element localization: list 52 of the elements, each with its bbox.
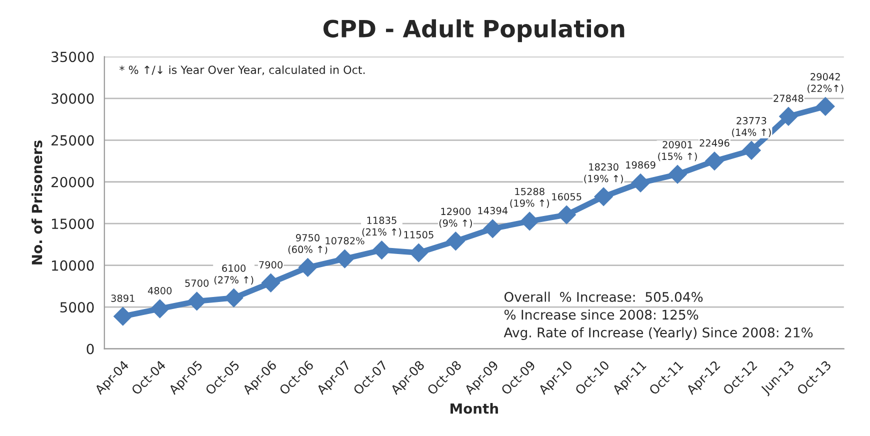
x-axis-title: Month bbox=[450, 403, 498, 414]
point bbox=[224, 288, 244, 308]
data-label: 4800 bbox=[148, 287, 172, 294]
point bbox=[557, 205, 576, 224]
point bbox=[668, 164, 687, 184]
data-label: 27848 bbox=[774, 94, 804, 102]
data-label: 5700 bbox=[185, 279, 209, 287]
data-label: 11505 bbox=[404, 231, 434, 238]
point bbox=[335, 249, 354, 268]
y-tick-label: 15000 bbox=[52, 218, 94, 230]
data-label: 14394 bbox=[478, 206, 508, 214]
point bbox=[298, 258, 318, 277]
point bbox=[631, 174, 650, 192]
data-label: 18230 (19% ↑) bbox=[584, 163, 623, 184]
point bbox=[446, 232, 466, 250]
point bbox=[705, 152, 724, 170]
annotation: Overall % Increase: 505.04% % Increase since 2008: 125% Avg. Rate of Increase (Yearly) Since 2008: 21% bbox=[504, 292, 813, 340]
point bbox=[187, 292, 206, 311]
point bbox=[483, 219, 502, 238]
y-tick-label: 20000 bbox=[52, 176, 94, 188]
point bbox=[409, 243, 428, 262]
point bbox=[261, 274, 280, 292]
y-tick-label: 35000 bbox=[52, 52, 94, 62]
y-tick-label: 0 bbox=[86, 344, 94, 354]
point bbox=[816, 97, 835, 116]
data-label: 3891 bbox=[111, 294, 134, 302]
point bbox=[520, 212, 539, 231]
data-label: 23773 (14% ↑) bbox=[732, 117, 771, 138]
y-tick-label: 30000 bbox=[52, 93, 94, 104]
data-label: 6100 (27% ↑) bbox=[214, 264, 254, 285]
data-label: 16055 bbox=[552, 193, 582, 200]
y-tick-label: 5000 bbox=[60, 302, 94, 313]
chart-title: CPD - Adult Population bbox=[323, 19, 624, 42]
point bbox=[372, 240, 392, 260]
data-label: 11835 (21% ↑) bbox=[362, 216, 402, 237]
y-axis-title: No. of Prisoners bbox=[31, 140, 42, 264]
data-label: 7900 bbox=[259, 261, 283, 268]
point bbox=[150, 299, 170, 318]
point bbox=[114, 306, 132, 326]
point bbox=[594, 187, 613, 206]
annotation: * % ↑/↓ is Year Over Year, calculated in Oct. bbox=[120, 65, 365, 76]
data-label: 12900 (9% ↑) bbox=[439, 208, 472, 228]
point bbox=[779, 107, 798, 126]
data-label: 15288 (19% ↑) bbox=[510, 188, 549, 208]
data-label: 22496 bbox=[700, 139, 730, 147]
point bbox=[742, 141, 761, 160]
y-tick-label: 10000 bbox=[52, 260, 94, 271]
data-label: 19869 bbox=[626, 161, 656, 169]
data-label: 10782% bbox=[326, 237, 364, 244]
data-label: 29042 (22%↑) bbox=[808, 73, 844, 94]
data-label: 20901 (15% ↑) bbox=[658, 140, 697, 162]
y-tick-label: 25000 bbox=[52, 135, 94, 146]
